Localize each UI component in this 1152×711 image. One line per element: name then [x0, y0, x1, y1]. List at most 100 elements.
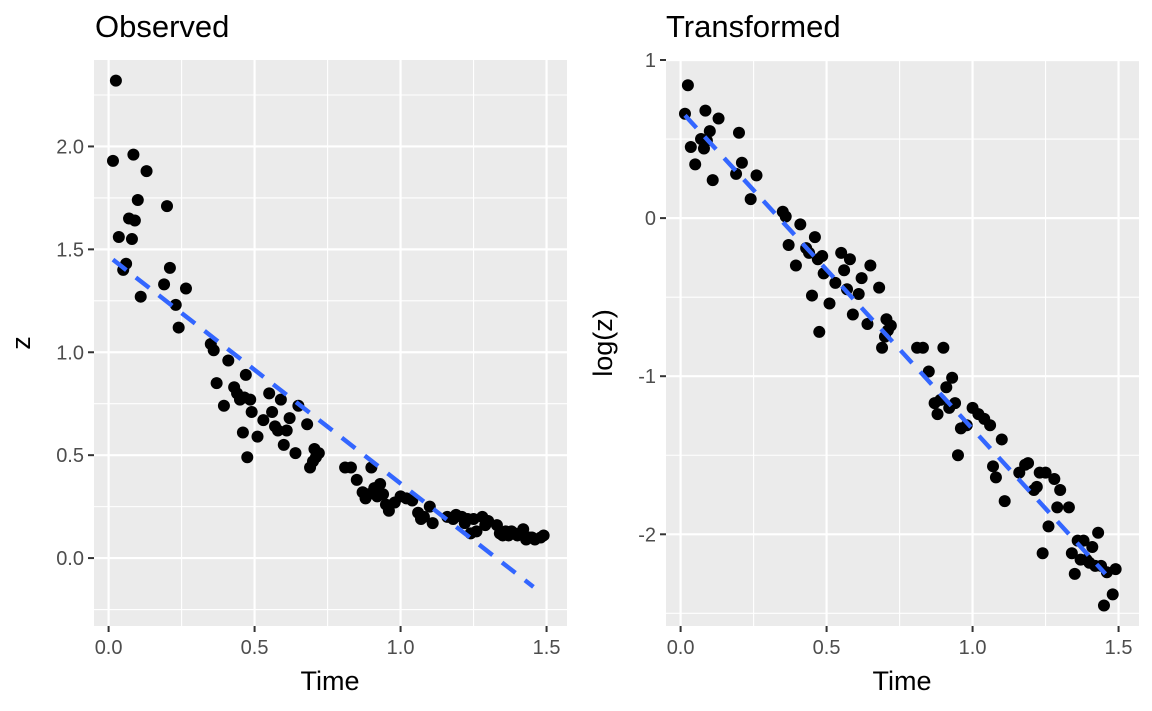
transformed-data-point	[1039, 466, 1052, 479]
transformed-data-point	[876, 341, 889, 354]
observed-data-point	[241, 451, 254, 464]
observed-data-point	[207, 344, 220, 357]
observed-ticks: 0.0 0.5 1.0 1.5 0.0 0.5 1.0 1.5 2.0	[56, 136, 560, 659]
transformed-data-point	[1042, 520, 1055, 533]
transformed-data-point	[1092, 526, 1105, 539]
observed-data-point	[134, 290, 147, 303]
transformed-data-point	[1051, 501, 1064, 514]
transformed-data-point	[732, 126, 745, 139]
transformed-data-point	[864, 259, 877, 272]
transformed-marks	[678, 79, 1122, 612]
observed-x-tick-label: 0.0	[95, 637, 123, 659]
transformed-data-point	[946, 371, 959, 384]
observed-data-point	[312, 447, 325, 460]
transformed-data-point	[1086, 540, 1099, 553]
transformed-data-point	[1109, 563, 1122, 576]
observed-data-point	[274, 393, 287, 406]
transformed-data-point	[1097, 599, 1110, 612]
transformed-y-axis-title: log(z)	[588, 309, 618, 377]
observed-marks	[106, 74, 550, 589]
observed-data-point	[222, 354, 235, 367]
observed-data-point	[140, 165, 153, 178]
transformed-data-point	[789, 259, 802, 272]
observed-x-tick-label: 1.5	[533, 637, 561, 659]
observed-x-tick-label: 1.0	[387, 637, 415, 659]
observed-data-point	[236, 426, 249, 439]
transformed-title: Transformed	[666, 9, 841, 44]
transformed-ticks: 0.0 0.5 1.0 1.5 -2 -1 0 1	[638, 50, 1132, 659]
transformed-data-point	[855, 272, 868, 285]
observed-data-point	[277, 438, 290, 451]
transformed-data-point	[1068, 567, 1081, 580]
observed-data-point	[127, 148, 140, 161]
observed-plot-area	[94, 60, 567, 626]
transformed-data-point	[852, 287, 865, 300]
transformed-data-point	[816, 250, 829, 263]
observed-panel: Observed 0.0 0.5 1.0 1.5 0.0 0.5 1.0 1.5 2.0 Tim…	[6, 9, 567, 696]
observed-data-point	[417, 510, 430, 523]
transformed-data-point	[779, 210, 792, 223]
transformed-data-point	[1030, 480, 1043, 493]
observed-data-point	[470, 525, 483, 538]
transformed-data-point	[829, 276, 842, 289]
observed-data-point	[128, 214, 141, 227]
observed-y-tick-label: 0.5	[56, 445, 84, 467]
transformed-data-point	[744, 193, 757, 206]
observed-data-point	[179, 282, 192, 295]
transformed-y-tick-label: -2	[638, 524, 656, 546]
transformed-data-point	[884, 319, 897, 332]
transformed-data-point	[937, 341, 950, 354]
observed-y-tick-label: 1.5	[56, 239, 84, 261]
transformed-data-point	[1048, 472, 1061, 485]
transformed-data-point	[703, 125, 716, 138]
transformed-data-point	[823, 297, 836, 310]
transformed-data-point	[951, 449, 964, 462]
transformed-data-point	[1106, 588, 1119, 601]
observed-data-point	[374, 477, 387, 490]
observed-data-point	[377, 488, 390, 501]
transformed-x-axis-title: Time	[873, 666, 932, 696]
observed-data-point	[280, 424, 293, 437]
transformed-data-point	[940, 381, 953, 394]
observed-data-point	[423, 500, 436, 513]
transformed-data-point	[1065, 547, 1078, 560]
observed-data-point	[169, 298, 182, 311]
transformed-data-point	[916, 341, 929, 354]
transformed-panel: Transformed 0.0 0.5 1.0 1.5 -2 -1 0 1 Time log(…	[588, 9, 1139, 696]
transformed-data-point	[805, 289, 818, 302]
transformed-plot-area	[666, 60, 1139, 626]
observed-y-tick-label: 1.0	[56, 342, 84, 364]
observed-data-point	[163, 261, 176, 274]
transformed-grid	[666, 58, 1139, 626]
observed-data-point	[131, 193, 144, 206]
observed-y-tick-label: 2.0	[56, 136, 84, 158]
transformed-data-point	[998, 495, 1011, 508]
observed-data-point	[106, 154, 119, 167]
observed-data-point	[289, 447, 302, 460]
transformed-data-point	[838, 264, 851, 277]
observed-data-point	[344, 461, 357, 474]
transformed-data-point	[949, 397, 962, 410]
observed-data-point	[109, 74, 122, 87]
observed-data-point	[350, 473, 363, 486]
transformed-data-point	[684, 140, 697, 153]
transformed-data-point	[987, 460, 1000, 473]
transformed-data-point	[712, 112, 725, 125]
transformed-data-point	[689, 158, 702, 171]
transformed-y-tick-label: 1	[645, 50, 656, 72]
transformed-data-point	[984, 419, 997, 432]
observed-data-point	[257, 414, 270, 427]
transformed-fit-line	[683, 113, 1108, 576]
observed-x-tick-label: 0.5	[241, 637, 269, 659]
observed-data-point	[239, 368, 252, 381]
observed-data-point	[266, 405, 279, 418]
observed-fit-line	[111, 257, 535, 589]
transformed-y-tick-label: -1	[638, 366, 656, 388]
observed-data-point	[160, 200, 173, 213]
transformed-x-tick-label: 1.0	[959, 637, 987, 659]
transformed-x-tick-label: 0.0	[667, 637, 695, 659]
transformed-data-point	[735, 156, 748, 169]
transformed-data-point	[989, 471, 1002, 484]
transformed-data-point	[873, 281, 886, 294]
